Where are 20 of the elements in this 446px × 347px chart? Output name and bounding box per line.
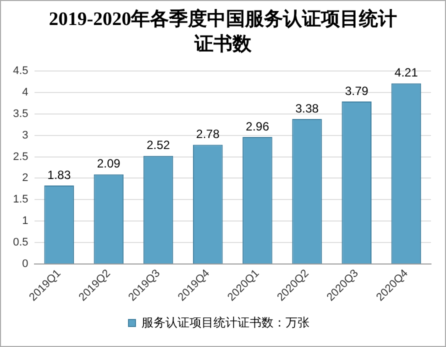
legend-label: 服务认证项目统计证书数：万张 [142,315,310,330]
data-label: 1.83 [47,168,72,182]
y-tick-label: 1.5 [12,194,28,206]
y-tick-label: 3.5 [12,108,28,120]
data-label: 4.21 [394,66,418,80]
y-tick-label: 1 [22,215,28,228]
data-label: 2.96 [246,119,270,134]
data-label: 3.38 [295,101,320,116]
y-tick-label: 3 [22,129,28,142]
data-label: 2.52 [146,138,170,152]
data-label: 2.78 [196,127,220,142]
data-label: 2.09 [96,156,121,171]
y-tick-label: 0.5 [12,236,28,249]
y-tick-label: 0 [22,258,28,270]
y-tick-label: 4.5 [12,65,28,78]
y-tick-label: 2.5 [12,150,28,163]
y-tick-label: 4 [22,86,28,98]
y-tick-label: 2 [22,172,28,184]
chart-title: 2019-2020年各季度中国服务认证项目统计证书数 [48,8,398,57]
data-label: 3.79 [344,84,369,98]
